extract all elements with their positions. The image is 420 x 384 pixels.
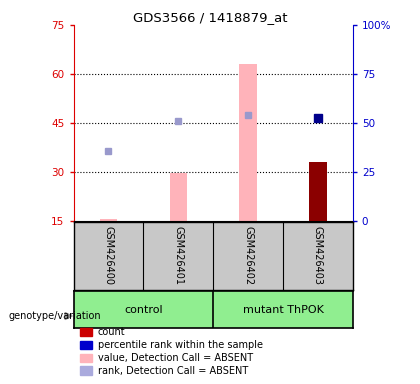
Bar <box>309 162 327 221</box>
Bar <box>80 341 92 349</box>
Text: GSM426401: GSM426401 <box>173 226 183 285</box>
Text: control: control <box>124 305 163 314</box>
Bar <box>170 174 187 221</box>
Text: GSM426400: GSM426400 <box>103 226 113 285</box>
Text: GSM426402: GSM426402 <box>243 226 253 285</box>
Text: genotype/variation: genotype/variation <box>8 311 101 321</box>
Bar <box>80 354 92 362</box>
Polygon shape <box>65 313 72 319</box>
Text: rank, Detection Call = ABSENT: rank, Detection Call = ABSENT <box>98 366 248 376</box>
Bar <box>100 219 117 221</box>
Text: count: count <box>98 327 126 337</box>
Bar <box>80 328 92 336</box>
Text: mutant ThPOK: mutant ThPOK <box>242 305 323 314</box>
Text: value, Detection Call = ABSENT: value, Detection Call = ABSENT <box>98 353 253 363</box>
Bar <box>80 366 92 375</box>
Bar <box>239 64 257 221</box>
Text: percentile rank within the sample: percentile rank within the sample <box>98 340 263 350</box>
Text: GSM426403: GSM426403 <box>313 226 323 285</box>
Text: GDS3566 / 1418879_at: GDS3566 / 1418879_at <box>133 11 287 24</box>
